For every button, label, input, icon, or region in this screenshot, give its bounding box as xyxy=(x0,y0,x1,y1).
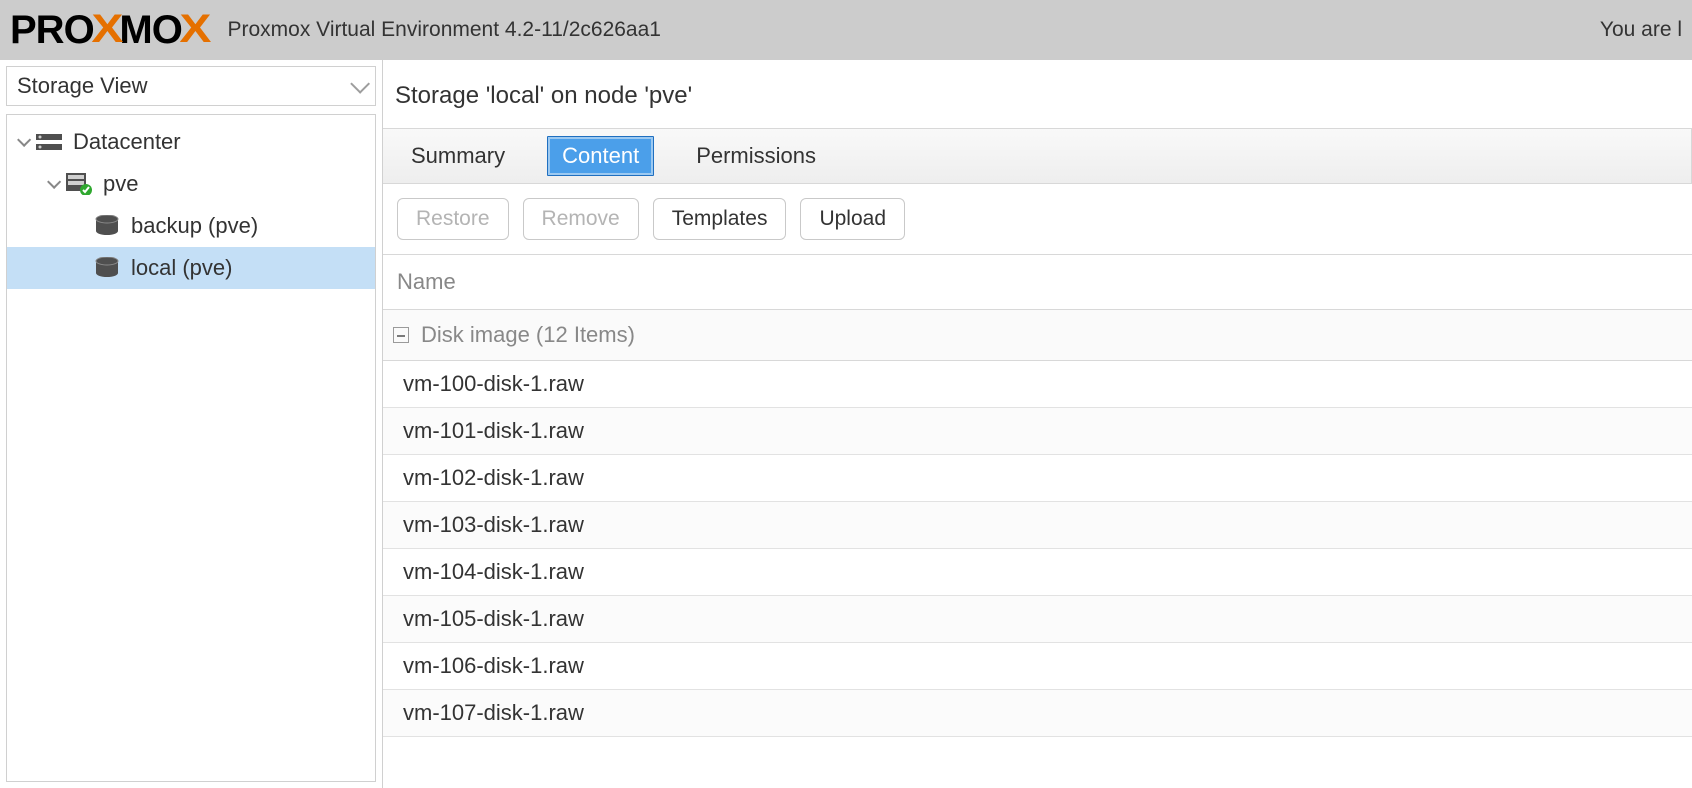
view-selector-label: Storage View xyxy=(17,73,351,99)
datacenter-icon xyxy=(35,132,63,152)
table-row[interactable]: vm-104-disk-1.raw xyxy=(383,549,1692,596)
resource-tree: Datacenter pve backup (pve) local (pve) xyxy=(6,114,376,782)
collapse-icon[interactable] xyxy=(393,327,409,343)
tree-node-label: local (pve) xyxy=(131,255,232,281)
table-row[interactable]: vm-100-disk-1.raw xyxy=(383,361,1692,408)
column-header-name[interactable]: Name xyxy=(383,254,1692,310)
restore-button: Restore xyxy=(397,198,509,240)
templates-button[interactable]: Templates xyxy=(653,198,787,240)
main: Storage View Datacenter pve backup (pve)… xyxy=(0,60,1692,788)
server-icon xyxy=(65,173,93,195)
table-row[interactable]: vm-101-disk-1.raw xyxy=(383,408,1692,455)
tree-node-label: Datacenter xyxy=(73,129,181,155)
tab-content[interactable]: Content xyxy=(547,136,654,176)
chevron-down-icon xyxy=(47,175,61,189)
storage-icon xyxy=(93,215,121,237)
logo-part: PRO xyxy=(10,10,94,50)
tree-node-label: pve xyxy=(103,171,138,197)
upload-button[interactable]: Upload xyxy=(800,198,905,240)
tree-node-storage[interactable]: local (pve) xyxy=(7,247,375,289)
topbar: PROXMOX Proxmox Virtual Environment 4.2-… xyxy=(0,0,1692,60)
tab-permissions[interactable]: Permissions xyxy=(688,137,824,175)
table-row[interactable]: vm-102-disk-1.raw xyxy=(383,455,1692,502)
tab-summary[interactable]: Summary xyxy=(403,137,513,175)
tabs-bar: Summary Content Permissions xyxy=(383,128,1692,184)
tree-node-host[interactable]: pve xyxy=(7,163,375,205)
content-area: Storage 'local' on node 'pve' Summary Con… xyxy=(383,60,1692,788)
tree-node-label: backup (pve) xyxy=(131,213,258,239)
table-row[interactable]: vm-107-disk-1.raw xyxy=(383,690,1692,737)
view-selector[interactable]: Storage View xyxy=(6,66,376,106)
table-row[interactable]: vm-105-disk-1.raw xyxy=(383,596,1692,643)
login-status: You are l xyxy=(1600,18,1682,42)
sidebar: Storage View Datacenter pve backup (pve)… xyxy=(0,60,383,788)
logo-x-icon: X xyxy=(91,9,122,49)
toolbar: Restore Remove Templates Upload xyxy=(383,184,1692,254)
tree-node-storage[interactable]: backup (pve) xyxy=(7,205,375,247)
chevron-down-icon xyxy=(17,133,31,147)
table-row[interactable]: vm-106-disk-1.raw xyxy=(383,643,1692,690)
content-list: vm-100-disk-1.rawvm-101-disk-1.rawvm-102… xyxy=(383,361,1692,737)
table-row[interactable]: vm-103-disk-1.raw xyxy=(383,502,1692,549)
tree-node-datacenter[interactable]: Datacenter xyxy=(7,121,375,163)
remove-button: Remove xyxy=(523,198,639,240)
app-title: Proxmox Virtual Environment 4.2-11/2c626… xyxy=(228,18,661,42)
group-row[interactable]: Disk image (12 Items) xyxy=(383,310,1692,361)
logo[interactable]: PROXMOX xyxy=(10,10,208,50)
logo-x-icon: X xyxy=(179,9,210,49)
storage-icon xyxy=(93,257,121,279)
group-label: Disk image (12 Items) xyxy=(421,322,635,348)
logo-part: MO xyxy=(119,10,181,50)
chevron-down-icon xyxy=(350,74,370,94)
page-title: Storage 'local' on node 'pve' xyxy=(383,64,1692,128)
